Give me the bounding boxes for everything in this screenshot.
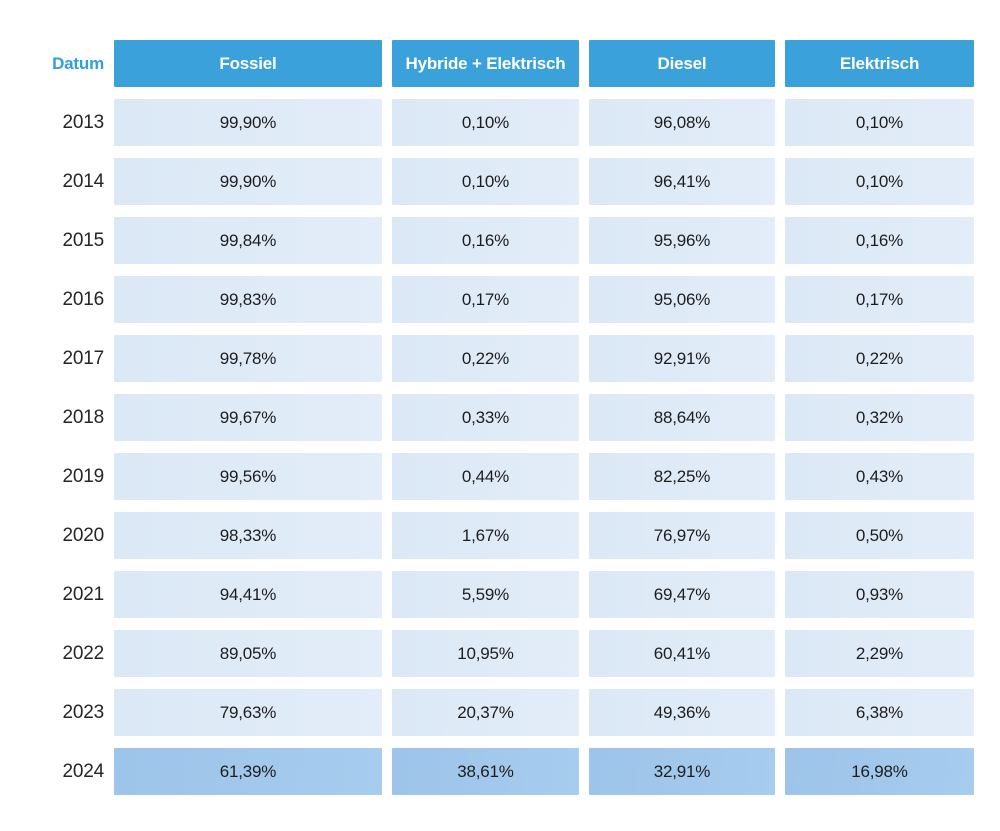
cell-hybride: 1,67% (392, 512, 579, 559)
cell-hybride: 0,17% (392, 276, 579, 323)
column-header-fossiel: Fossiel (114, 40, 382, 87)
vehicle-fuel-share-table: Datum Fossiel Hybride + Elektrisch Diese… (0, 40, 974, 795)
cell-hybride: 5,59% (392, 571, 579, 618)
row-year: 2023 (62, 701, 105, 723)
cell-hybride: 20,37% (392, 689, 579, 736)
cell-fossiel: 79,63% (114, 689, 382, 736)
cell-hybride: 0,10% (392, 99, 579, 146)
cell-fossiel: 99,84% (114, 217, 382, 264)
cell-elektrisch: 0,93% (785, 571, 974, 618)
cell-elektrisch: 0,17% (785, 276, 974, 323)
cell-elektrisch: 0,32% (785, 394, 974, 441)
cell-diesel: 82,25% (589, 453, 775, 500)
cell-hybride: 0,22% (392, 335, 579, 382)
cell-fossiel: 99,67% (114, 394, 382, 441)
row-year: 2020 (62, 524, 105, 546)
cell-hybride: 38,61% (392, 748, 579, 795)
cell-elektrisch: 0,10% (785, 158, 974, 205)
cell-diesel: 69,47% (589, 571, 775, 618)
row-year: 2013 (62, 111, 105, 133)
row-year: 2015 (62, 229, 105, 251)
row-year: 2019 (62, 465, 105, 487)
cell-diesel: 60,41% (589, 630, 775, 677)
row-year: 2018 (62, 406, 105, 428)
row-year: 2016 (62, 288, 105, 310)
cell-fossiel: 61,39% (114, 748, 382, 795)
cell-hybride: 0,44% (392, 453, 579, 500)
cell-elektrisch: 16,98% (785, 748, 974, 795)
column-header-datum: Datum (52, 53, 104, 73)
cell-fossiel: 99,90% (114, 158, 382, 205)
cell-hybride: 0,33% (392, 394, 579, 441)
cell-fossiel: 98,33% (114, 512, 382, 559)
row-year: 2021 (62, 583, 105, 605)
cell-diesel: 95,96% (589, 217, 775, 264)
cell-diesel: 32,91% (589, 748, 775, 795)
cell-elektrisch: 0,43% (785, 453, 974, 500)
cell-elektrisch: 2,29% (785, 630, 974, 677)
cell-fossiel: 99,90% (114, 99, 382, 146)
row-year: 2014 (62, 170, 105, 192)
cell-fossiel: 89,05% (114, 630, 382, 677)
row-year: 2022 (62, 642, 105, 664)
cell-elektrisch: 0,10% (785, 99, 974, 146)
cell-diesel: 76,97% (589, 512, 775, 559)
cell-fossiel: 99,83% (114, 276, 382, 323)
cell-hybride: 0,16% (392, 217, 579, 264)
cell-diesel: 88,64% (589, 394, 775, 441)
cell-hybride: 10,95% (392, 630, 579, 677)
cell-elektrisch: 0,50% (785, 512, 974, 559)
cell-diesel: 96,41% (589, 158, 775, 205)
cell-fossiel: 99,56% (114, 453, 382, 500)
cell-elektrisch: 6,38% (785, 689, 974, 736)
row-year: 2017 (62, 347, 105, 369)
cell-diesel: 49,36% (589, 689, 775, 736)
column-header-diesel: Diesel (589, 40, 775, 87)
column-header-elektrisch: Elektrisch (785, 40, 974, 87)
column-header-hybride-elektrisch: Hybride + Elektrisch (392, 40, 579, 87)
cell-diesel: 96,08% (589, 99, 775, 146)
cell-diesel: 92,91% (589, 335, 775, 382)
cell-fossiel: 94,41% (114, 571, 382, 618)
cell-elektrisch: 0,16% (785, 217, 974, 264)
cell-hybride: 0,10% (392, 158, 579, 205)
cell-elektrisch: 0,22% (785, 335, 974, 382)
cell-diesel: 95,06% (589, 276, 775, 323)
row-year: 2024 (62, 760, 105, 782)
cell-fossiel: 99,78% (114, 335, 382, 382)
